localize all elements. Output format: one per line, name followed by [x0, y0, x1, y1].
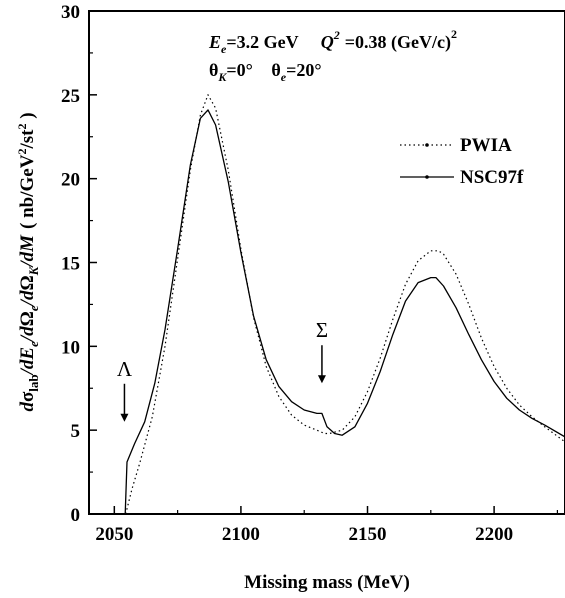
series-layer	[124, 94, 565, 515]
ticks-layer: 2050 2100 2150 2200 0 5 10 15 20 25 30	[61, 2, 559, 545]
legend-label-pwia: PWIA	[460, 135, 512, 156]
marker-arrow-head	[317, 375, 326, 384]
y-tick-label: 15	[61, 254, 80, 275]
x-tick-label: 2200	[475, 524, 513, 545]
marker-arrow-head	[120, 413, 129, 422]
y-tick-label: 20	[61, 170, 80, 191]
y-tick-label: 10	[61, 337, 80, 358]
legend-label-nsc97f: NSC97f	[460, 167, 524, 188]
x-tick-label: 2150	[349, 524, 387, 545]
y-tick-label: 25	[61, 86, 80, 107]
kinematics-annotation: Ee=3.2 GeV Q2 =0.38 (GeV/c)2 θK=0° θe=20°	[208, 27, 457, 84]
svg-text:θK=0° θe=20°: θK=0° θe=20°	[209, 60, 322, 84]
legend: PWIA NSC97f	[400, 135, 524, 188]
threshold-label: Σ	[316, 318, 328, 342]
threshold-label: Λ	[117, 357, 133, 381]
y-axis-label: dσlab/dEe/dΩe/dΩK/dM( nb/GeV2/st2 )	[15, 112, 41, 411]
y-tick-label: 30	[61, 2, 80, 23]
y-tick-label: 0	[71, 505, 81, 526]
legend-marker-nsc97f	[425, 175, 429, 179]
y-tick-label: 5	[71, 421, 81, 442]
plot-frame	[88, 10, 565, 515]
svg-text:dσlab/dEe/dΩe/dΩK/dM( nb/GeV2/: dσlab/dEe/dΩe/dΩK/dM( nb/GeV2/st2 )	[15, 112, 41, 411]
series-line-nsc97f	[124, 109, 565, 515]
x-tick-label: 2050	[95, 524, 133, 545]
x-tick-label: 2100	[222, 524, 260, 545]
marker-layer: ΛΣ	[117, 318, 328, 422]
x-axis-label: Missing mass (MeV)	[244, 572, 410, 593]
legend-marker-pwia	[425, 143, 429, 147]
svg-text:Ee=3.2 GeV Q2=0.38 (GeV/: Ee=3.2 GeV Q2 =0.38 (GeV/c)2	[208, 27, 457, 56]
